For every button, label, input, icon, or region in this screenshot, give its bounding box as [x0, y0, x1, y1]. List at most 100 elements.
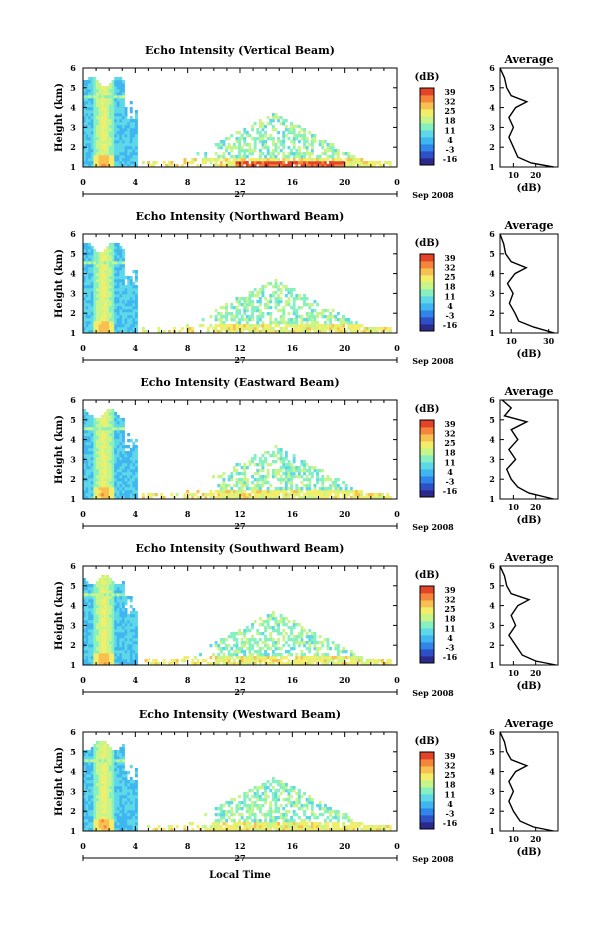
- heat-cell: [135, 635, 138, 639]
- heat-cell: [230, 656, 234, 660]
- heat-cell: [83, 819, 86, 823]
- heat-cell: [106, 246, 110, 250]
- heat-cell: [116, 137, 120, 141]
- heat-cell: [135, 300, 138, 304]
- heat-cell: [116, 297, 120, 301]
- heat-cell: [290, 466, 293, 470]
- heat-cell: [383, 327, 387, 331]
- heat-cell: [303, 152, 306, 156]
- heat-cell: [114, 587, 118, 591]
- heat-cell: [308, 493, 312, 497]
- heat-cell: [93, 421, 97, 425]
- heat-cell: [378, 659, 382, 663]
- heat-cell: [93, 288, 97, 292]
- heat-cell: [349, 158, 353, 162]
- heat-cell: [300, 460, 304, 464]
- heat-cell: [269, 282, 273, 286]
- heat-cell: [88, 599, 92, 603]
- heat-cell: [253, 496, 257, 500]
- heat-cell: [98, 747, 102, 751]
- heat-cell: [230, 653, 234, 657]
- heat-cell: [88, 246, 92, 250]
- colorbar-swatch: [420, 289, 434, 297]
- heat-cell: [253, 306, 257, 310]
- heat-cell: [88, 116, 92, 120]
- heat-cell: [284, 481, 288, 485]
- heat-cell: [122, 602, 125, 606]
- heat-cell: [295, 635, 299, 639]
- heat-cell: [269, 155, 273, 159]
- heat-cell: [342, 647, 345, 651]
- heat-cell: [256, 300, 260, 304]
- heat-cell: [342, 327, 345, 331]
- heat-cell: [258, 478, 262, 482]
- heat-cell: [111, 303, 115, 307]
- heat-cell: [253, 143, 257, 147]
- heat-cell: [124, 327, 128, 331]
- heat-cell: [227, 653, 231, 657]
- heat-cell: [256, 324, 260, 328]
- heat-cell: [93, 98, 97, 102]
- heat-cell: [204, 659, 208, 663]
- heat-cell: [114, 309, 118, 313]
- heat-cell: [321, 469, 325, 473]
- heat-cell: [352, 161, 356, 165]
- heat-cell: [196, 496, 200, 500]
- heat-cell: [114, 158, 118, 162]
- heat-cell: [290, 493, 293, 497]
- heat-cell: [85, 249, 89, 253]
- heat-cell: [119, 137, 123, 141]
- heat-cell: [101, 768, 105, 772]
- heat-cell: [339, 490, 343, 494]
- heat-cell: [271, 140, 275, 144]
- colorbar-swatch: [420, 469, 434, 477]
- heat-cell: [266, 306, 270, 310]
- heat-cell: [122, 113, 125, 117]
- heat-cell: [329, 312, 332, 316]
- heat-cell: [277, 116, 280, 120]
- heat-cell: [111, 626, 115, 630]
- heat-cell: [264, 650, 267, 654]
- heat-cell: [83, 143, 86, 147]
- heat-cell: [243, 656, 247, 660]
- heat-cell: [206, 330, 210, 334]
- heat-cell: [96, 270, 99, 274]
- heat-cell: [129, 285, 133, 289]
- heat-cell: [295, 318, 299, 322]
- heat-cell: [127, 321, 131, 325]
- heat-cell: [222, 155, 226, 159]
- heat-cell: [132, 140, 136, 144]
- heat-cell: [106, 623, 110, 627]
- heat-cell: [336, 330, 340, 334]
- heat-cell: [339, 330, 343, 334]
- heat-cell: [219, 656, 223, 660]
- heat-cell: [232, 490, 236, 494]
- heat-cell: [103, 819, 107, 823]
- heat-cell: [277, 626, 280, 630]
- heat-cell: [103, 134, 107, 138]
- heat-cell: [103, 469, 107, 473]
- heat-cell: [292, 324, 296, 328]
- heat-cell: [109, 83, 112, 87]
- heat-cell: [93, 611, 97, 615]
- heat-cell: [305, 140, 309, 144]
- heat-cell: [243, 662, 247, 666]
- heat-cell: [222, 315, 226, 319]
- heat-cell: [266, 137, 270, 141]
- heat-cell: [83, 131, 86, 135]
- heat-cell: [240, 146, 244, 150]
- heat-cell: [114, 330, 118, 334]
- heat-cell: [355, 158, 358, 162]
- heat-cell: [85, 140, 89, 144]
- heat-cell: [245, 638, 249, 642]
- heat-cell: [313, 318, 317, 322]
- heat-cell: [292, 306, 296, 310]
- heat-cell: [85, 765, 89, 769]
- heat-cell: [93, 620, 97, 624]
- heat-cell: [119, 644, 123, 648]
- heat-cell: [85, 276, 89, 280]
- heat-cell: [201, 659, 205, 663]
- heat-cell: [274, 644, 278, 648]
- heat-cell: [235, 656, 239, 660]
- heat-cell: [271, 116, 275, 120]
